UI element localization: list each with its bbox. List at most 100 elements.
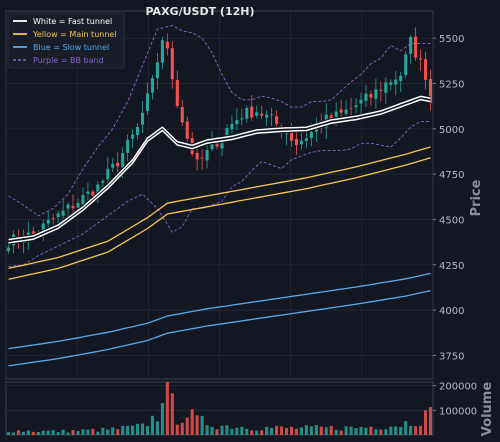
volume-bar: [339, 430, 343, 435]
volume-bar: [31, 431, 35, 435]
candle-body: [86, 191, 90, 194]
volume-bar: [131, 425, 135, 435]
volume-bar: [225, 425, 229, 435]
volume-bar: [205, 425, 209, 435]
price-tick-label: 4750: [439, 170, 464, 181]
volume-bar: [394, 426, 398, 435]
volume-bar: [91, 428, 95, 435]
volume-bar: [21, 431, 25, 435]
candle-body: [51, 218, 55, 219]
candle-body: [205, 150, 209, 161]
candle-body: [404, 54, 408, 75]
candle-body: [96, 184, 100, 195]
candle-body: [66, 204, 70, 209]
candle-body: [349, 107, 353, 109]
candle-body: [329, 115, 333, 119]
candle-body: [384, 82, 388, 93]
volume-bar: [240, 426, 244, 435]
candle-body: [76, 202, 80, 208]
volume-bar: [428, 407, 433, 435]
volume-bar: [364, 427, 368, 435]
candle-body: [270, 114, 274, 116]
volume-bar: [369, 426, 373, 435]
volume-bar: [270, 427, 274, 435]
volume-bar: [160, 403, 164, 435]
candle-body: [71, 205, 75, 209]
candle-body: [210, 142, 214, 150]
legend-label-slow: Blue = Slow tunnel: [33, 43, 109, 52]
candle-body: [111, 163, 115, 168]
volume-bar: [419, 425, 423, 435]
volume-bar: [200, 415, 204, 435]
bb-upper-line: [8, 25, 431, 217]
candle-body: [81, 195, 85, 205]
candle-body: [126, 139, 130, 153]
price-tick-label: 4500: [439, 215, 464, 226]
volume-bar: [384, 429, 388, 435]
candle-body: [121, 153, 125, 168]
candle-body: [225, 128, 229, 136]
volume-bar: [220, 425, 224, 435]
chart-title: PAXG/USDT (12H): [146, 5, 255, 18]
candle-body: [145, 93, 150, 112]
fast-tunnel-lower-line: [8, 98, 431, 244]
legend-item-slow: Blue = Slow tunnel: [13, 43, 109, 52]
candle-body: [294, 139, 298, 146]
volume-bar: [26, 430, 30, 435]
candle-body: [389, 82, 393, 85]
candle-body: [131, 134, 135, 139]
bb-band: [8, 25, 431, 268]
candle-body: [399, 75, 403, 82]
candle-body: [424, 59, 428, 80]
volume-bar: [61, 429, 65, 435]
volume-bar: [165, 382, 169, 435]
volume-bar: [245, 428, 249, 435]
volume-bar: [275, 425, 279, 435]
candle-body: [265, 114, 269, 118]
volume-axis-label: Volume: [480, 382, 495, 437]
legend: White = Fast tunnel Yellow = Main tunnel…: [7, 12, 125, 69]
candle-body: [215, 143, 219, 147]
volume-bar: [349, 426, 353, 435]
volume-bar: [155, 421, 159, 435]
legend-box: [7, 12, 125, 69]
candle-body: [141, 112, 145, 125]
volume-bar: [399, 426, 403, 435]
volume-bar: [314, 425, 318, 435]
main-tunnel-lower-line: [8, 157, 431, 280]
candle-body: [200, 157, 204, 159]
volume-panel: 100000 200000: [5, 381, 477, 436]
volume-panel-frame: [5, 381, 434, 436]
volume-bar: [86, 429, 90, 435]
candle-body: [409, 37, 413, 54]
candle-body: [419, 58, 423, 60]
candle-body: [414, 36, 418, 58]
candle-body: [56, 213, 60, 218]
candle-body: [230, 123, 234, 130]
candle-body: [304, 138, 308, 142]
volume-bar: [11, 432, 15, 435]
volume-bar: [210, 426, 214, 435]
price-tick-label: 5500: [439, 34, 464, 45]
price-tick-label: 4000: [439, 306, 464, 317]
price-ticks: 3750 4000 4250 4500 4750 5000 5250 5500: [433, 34, 464, 362]
candle-body: [150, 78, 155, 93]
volume-bar: [126, 425, 130, 435]
volume-bar: [136, 423, 140, 435]
candle-body: [344, 109, 348, 114]
volume-bar: [16, 430, 20, 435]
volume-bar: [96, 431, 100, 435]
candle-body: [374, 89, 378, 99]
volume-bar: [46, 430, 50, 435]
candle-body: [364, 93, 368, 101]
price-tick-label: 3750: [439, 351, 464, 362]
volume-bar: [81, 429, 85, 435]
volume-ticks: 100000 200000: [433, 382, 477, 417]
volume-bar: [141, 423, 145, 435]
volume-bars: [6, 382, 433, 435]
candle-body: [170, 48, 174, 80]
volume-grid: [6, 385, 433, 411]
volume-bar: [409, 426, 413, 435]
volume-bar: [250, 430, 254, 435]
